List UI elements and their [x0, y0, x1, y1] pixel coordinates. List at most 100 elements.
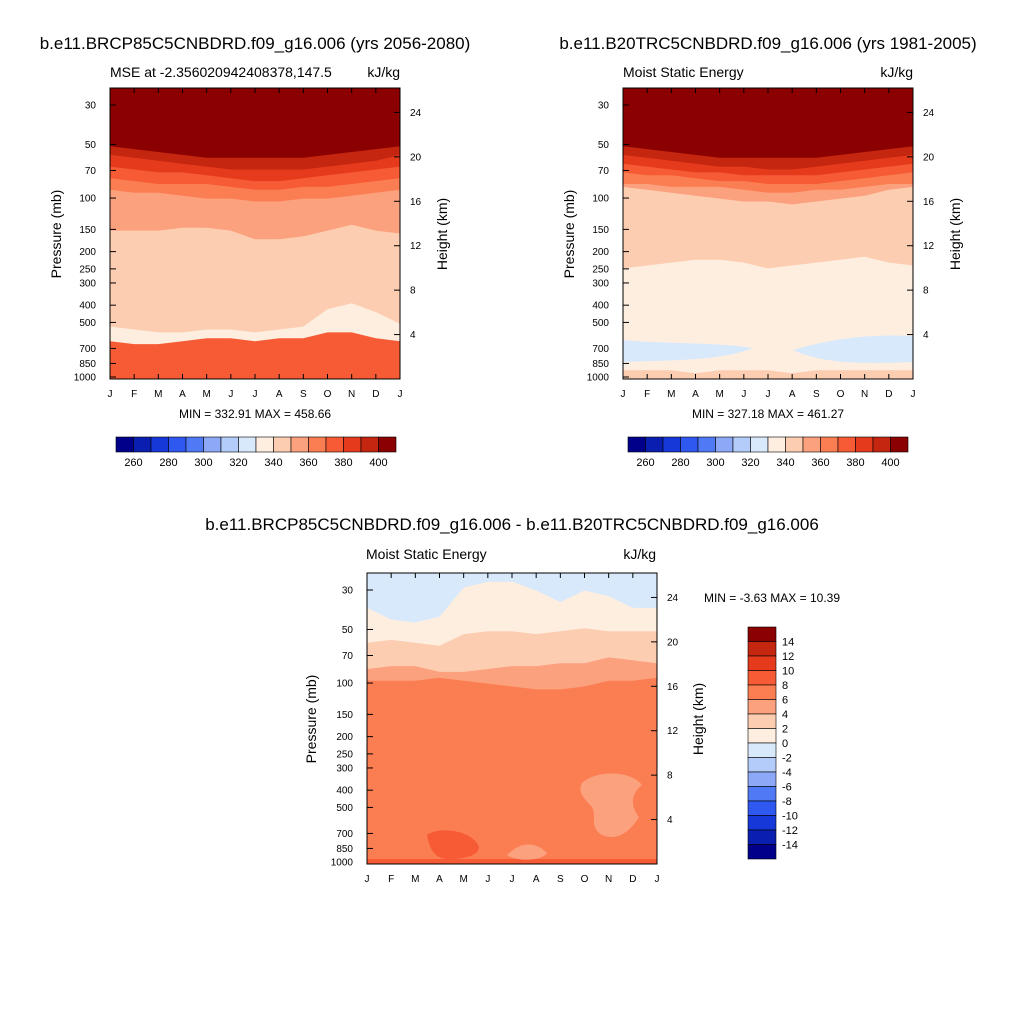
y-tick-label: 300: [592, 278, 609, 289]
y-tick-label: 30: [342, 586, 354, 597]
colorbar-swatch: [255, 436, 274, 453]
y-right-tick-label: 12: [667, 726, 679, 737]
y-right-tick-label: 4: [923, 330, 929, 341]
colorbar-swatch: [747, 728, 777, 744]
min-max-stats: MIN = 332.91 MAX = 458.66: [179, 407, 331, 421]
x-tick-label: J: [485, 874, 490, 885]
colorbar-swatch: [802, 436, 821, 453]
subtitle-left: Moist Static Energy: [366, 546, 487, 562]
colorbar-swatch: [855, 436, 874, 453]
y-tick-label: 50: [342, 625, 354, 636]
colorbar-swatch: [747, 655, 777, 671]
colorbar-swatch: [238, 436, 257, 453]
y-right-tick-label: 8: [410, 286, 416, 297]
contour-band: [623, 340, 753, 362]
colorbar-tick-label: -12: [782, 825, 798, 837]
panel-title: b.e11.BRCP85C5CNBDRD.f09_g16.006 - b.e11…: [205, 515, 819, 534]
y-right-tick-label: 12: [410, 241, 422, 252]
y-right-tick-label: 24: [667, 593, 679, 604]
x-tick-label: J: [108, 389, 113, 400]
y-tick-label: 30: [85, 101, 97, 112]
colorbar-tick-label: 280: [159, 457, 177, 469]
x-tick-label: J: [621, 389, 626, 400]
colorbar-tick-label: 320: [741, 457, 759, 469]
colorbar-tick-label: 360: [299, 457, 317, 469]
y-tick-label: 200: [336, 732, 353, 743]
colorbar-tick-label: 400: [881, 457, 899, 469]
colorbar-tick-label: -6: [782, 782, 792, 794]
contour-band: [367, 859, 657, 864]
x-tick-label: O: [324, 389, 332, 400]
contour-band: [367, 573, 657, 623]
colorbar-tick-label: 340: [264, 457, 282, 469]
y-right-tick-label: 8: [923, 286, 929, 297]
x-tick-label: D: [629, 874, 636, 885]
colorbar-tick-label: 380: [846, 457, 864, 469]
colorbar-swatch: [203, 436, 222, 453]
y-tick-label: 1000: [74, 373, 97, 384]
colorbar-tick-label: 10: [782, 666, 794, 678]
y-tick-label: 1000: [587, 373, 610, 384]
y-tick-label: 500: [336, 803, 353, 814]
colorbar-swatch: [715, 436, 734, 453]
y-right-tick-label: 16: [410, 197, 422, 208]
x-tick-label: S: [300, 389, 307, 400]
y-tick-label: 300: [79, 278, 96, 289]
y-tick-label: 70: [598, 166, 610, 177]
x-tick-label: M: [715, 389, 723, 400]
x-tick-label: J: [398, 389, 403, 400]
colorbar-tick-label: 8: [782, 680, 788, 692]
colorbar-tick-label: 0: [782, 738, 788, 750]
panel-future: b.e11.BRCP85C5CNBDRD.f09_g16.006 (yrs 20…: [40, 34, 471, 469]
colorbar-swatch: [872, 436, 891, 453]
colorbar-tick-label: 6: [782, 695, 788, 707]
y-right-tick-label: 16: [667, 682, 679, 693]
x-tick-label: N: [861, 389, 868, 400]
colorbar-tick-label: 360: [811, 457, 829, 469]
colorbar-swatch: [308, 436, 327, 453]
colorbar-tick-label: 320: [229, 457, 247, 469]
x-tick-label: J: [741, 389, 746, 400]
y-axis-label: Pressure (mb): [303, 675, 319, 764]
colorbar-swatch: [645, 436, 664, 453]
y-tick-label: 700: [336, 829, 353, 840]
y-right-tick-label: 20: [923, 152, 935, 163]
x-tick-label: M: [411, 874, 419, 885]
colorbar-tick-label: -10: [782, 811, 798, 823]
panel-historical: b.e11.B20TRC5CNBDRD.f09_g16.006 (yrs 198…: [559, 34, 976, 469]
subtitle-right: kJ/kg: [623, 546, 656, 562]
y-axis-label: Pressure (mb): [48, 190, 64, 279]
y-right-tick-label: 24: [410, 108, 422, 119]
y-right-tick-label: 20: [410, 152, 422, 163]
x-tick-label: A: [789, 389, 796, 400]
x-tick-label: A: [436, 874, 443, 885]
y-tick-label: 100: [592, 194, 609, 205]
colorbar-swatch: [890, 436, 909, 453]
x-tick-label: J: [228, 389, 233, 400]
x-tick-label: J: [911, 389, 916, 400]
y-tick-label: 150: [79, 225, 96, 236]
y-right-tick-label: 8: [667, 771, 673, 782]
panel-difference: b.e11.BRCP85C5CNBDRD.f09_g16.006 - b.e11…: [205, 515, 840, 885]
subtitle-right: kJ/kg: [880, 64, 913, 80]
plot-area: J F M A M J J A S O N D J 30 50 70 100 150 200 250 300 400 500…: [587, 87, 935, 400]
colorbar-tick-label: 2: [782, 724, 788, 736]
y-tick-label: 70: [85, 166, 97, 177]
y-tick-label: 200: [592, 247, 609, 258]
colorbar-swatch: [747, 684, 777, 700]
y-tick-label: 250: [592, 264, 609, 275]
y-tick-label: 70: [342, 651, 354, 662]
y-right-tick-label: 4: [410, 330, 416, 341]
colorbar-swatch: [697, 436, 716, 453]
x-tick-label: O: [581, 874, 589, 885]
colorbar-tick-label: 380: [334, 457, 352, 469]
colorbar-swatch: [343, 436, 362, 453]
y-right-tick-label: 20: [667, 637, 679, 648]
x-tick-label: M: [667, 389, 675, 400]
y-tick-label: 150: [336, 710, 353, 721]
contour-band: [623, 88, 913, 158]
x-tick-label: S: [813, 389, 820, 400]
colorbar-swatch: [150, 436, 169, 453]
x-tick-label: M: [459, 874, 467, 885]
